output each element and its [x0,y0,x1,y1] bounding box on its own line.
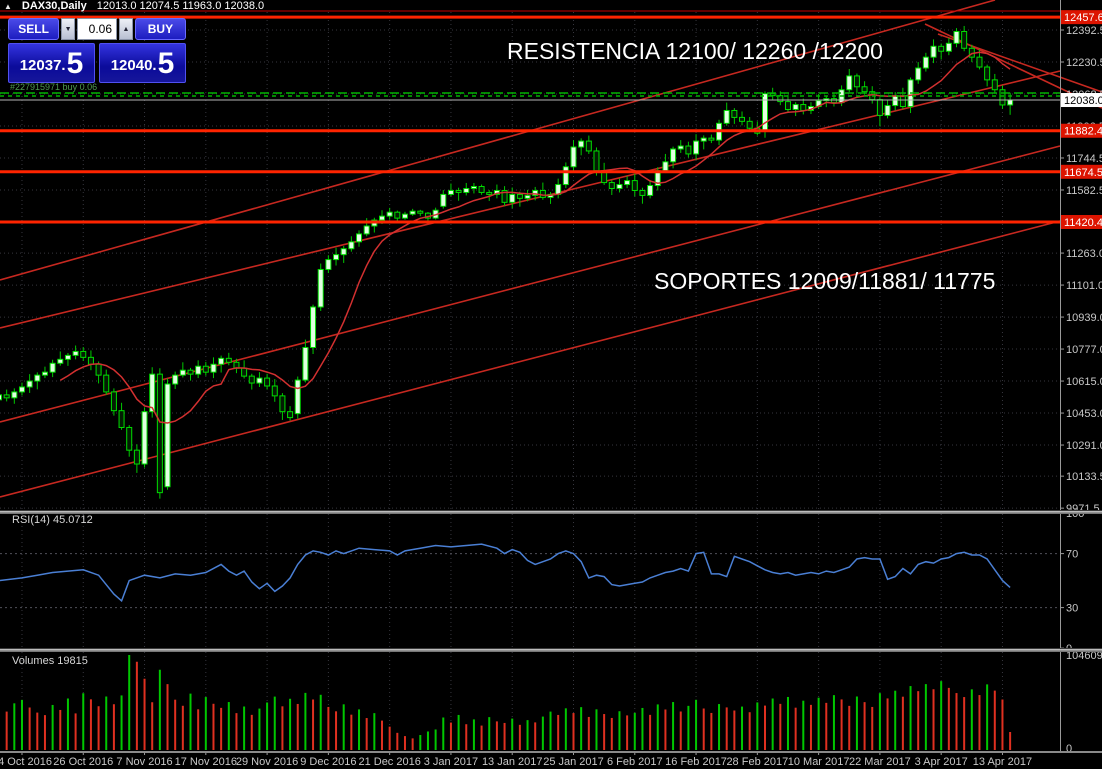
svg-text:9 Dec 2016: 9 Dec 2016 [300,756,356,768]
svg-text:11674.5: 11674.5 [1064,167,1102,179]
svg-text:11101.0: 11101.0 [1066,280,1102,292]
chart-icon: ▲ [4,1,12,11]
svg-text:29 Nov 2016: 29 Nov 2016 [236,756,298,768]
svg-text:10453.0: 10453.0 [1066,408,1102,420]
rsi-indicator-label: RSI(14) 45.0712 [12,514,93,526]
svg-text:12038.0: 12038.0 [1064,95,1102,107]
svg-text:25 Jan 2017: 25 Jan 2017 [543,756,604,768]
svg-text:21 Dec 2016: 21 Dec 2016 [358,756,420,768]
svg-text:11744.5: 11744.5 [1066,153,1102,165]
svg-text:3 Jan 2017: 3 Jan 2017 [424,756,478,768]
svg-text:17 Nov 2016: 17 Nov 2016 [175,756,237,768]
volume-increase-button[interactable]: ▲ [119,18,133,40]
svg-text:11420.4: 11420.4 [1064,217,1102,229]
svg-text:28 Feb 2017: 28 Feb 2017 [726,756,788,768]
svg-text:26 Oct 2016: 26 Oct 2016 [53,756,113,768]
svg-text:12230.5: 12230.5 [1066,57,1102,69]
buy-price-big: 5 [157,47,175,80]
pane-separator-volumes[interactable] [0,648,1102,652]
resistance-annotation: RESISTENCIA 12100/ 12260 /12200 [507,38,883,64]
sell-price-main: 12037. [19,57,66,74]
buy-price-main: 12040. [110,57,157,74]
one-click-trading-panel: SELL ▼ ▲ BUY 12037. 5 12040. 5 [8,18,186,83]
svg-text:0: 0 [1066,743,1072,755]
svg-text:3 Apr 2017: 3 Apr 2017 [915,756,968,768]
svg-text:10133.5: 10133.5 [1066,471,1102,483]
svg-text:6 Feb 2017: 6 Feb 2017 [607,756,663,768]
svg-text:13 Apr 2017: 13 Apr 2017 [973,756,1032,768]
volumes-indicator-label: Volumes 19815 [12,655,88,667]
svg-text:14 Oct 2016: 14 Oct 2016 [0,756,52,768]
svg-text:12392.5: 12392.5 [1066,25,1102,37]
svg-text:10291.0: 10291.0 [1066,440,1102,452]
chart-ohlc-title: 12013.0 12074.5 11963.0 12038.0 [96,0,265,12]
chart-title-bar: ▲ DAX30,Daily 12013.0 12074.5 11963.0 12… [4,0,264,12]
sell-button[interactable]: SELL [8,18,60,40]
open-order-label: #227915971 buy 0.06 [10,82,98,92]
svg-text:10939.0: 10939.0 [1066,312,1102,324]
svg-text:104609: 104609 [1066,650,1102,662]
volume-input[interactable] [77,18,117,40]
svg-text:11582.5: 11582.5 [1066,185,1102,197]
svg-text:10 Mar 2017: 10 Mar 2017 [788,756,850,768]
volume-decrease-button[interactable]: ▼ [61,18,75,40]
svg-text:10615.0: 10615.0 [1066,376,1102,388]
buy-button[interactable]: BUY [134,18,186,40]
svg-text:10777.0: 10777.0 [1066,344,1102,356]
svg-text:70: 70 [1066,549,1078,561]
svg-text:11263.0: 11263.0 [1066,248,1102,260]
sell-price-big: 5 [66,47,84,80]
sell-price-display: 12037. 5 [8,43,95,83]
svg-text:7 Nov 2016: 7 Nov 2016 [116,756,172,768]
svg-text:11882.4: 11882.4 [1064,126,1102,138]
svg-text:16 Feb 2017: 16 Feb 2017 [665,756,727,768]
chart-symbol-title: DAX30,Daily [21,0,87,12]
pane-separator-rsi[interactable] [0,510,1102,514]
support-annotation: SOPORTES 12009/11881/ 11775 [654,268,996,294]
buy-price-display: 12040. 5 [99,43,186,83]
svg-text:22 Mar 2017: 22 Mar 2017 [849,756,911,768]
svg-text:30: 30 [1066,603,1078,615]
svg-text:13 Jan 2017: 13 Jan 2017 [482,756,543,768]
svg-text:12457.6: 12457.6 [1064,12,1102,24]
